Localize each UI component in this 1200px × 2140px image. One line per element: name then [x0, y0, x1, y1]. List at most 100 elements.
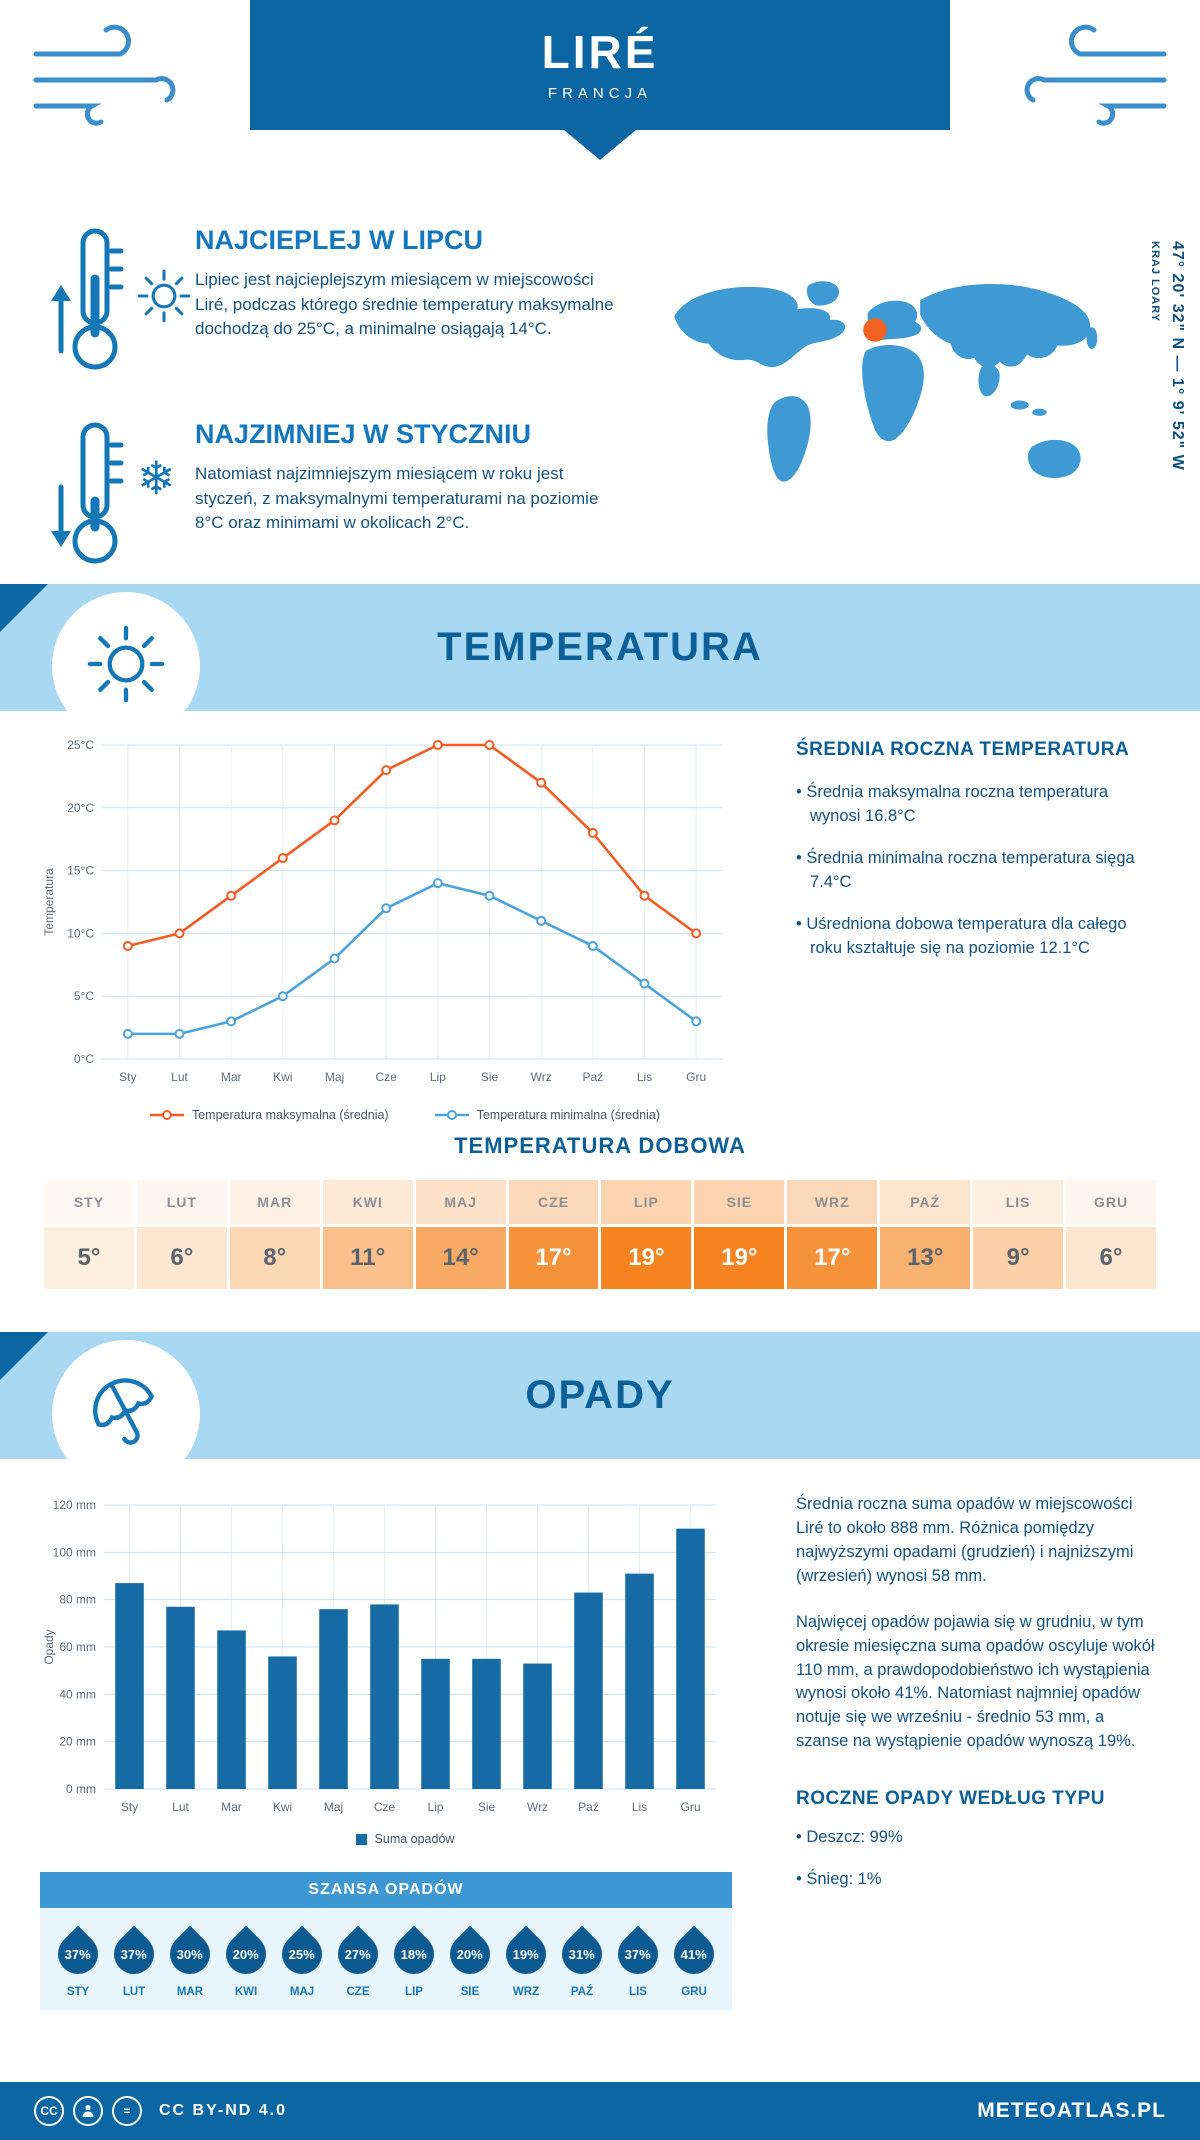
precip-chance-drops: 37% STY 37% LUT 30% MAR 20% KWI 25% MAJ 27% CZE 18% L… — [40, 1908, 732, 2010]
temperature-chart-legend: Temperatura maksymalna (średnia) Temperat… — [40, 1108, 770, 1122]
svg-text:Lip: Lip — [427, 1800, 443, 1814]
daily-temp-value-cell: 13° — [880, 1227, 971, 1289]
temperature-summary: ŚREDNIA ROCZNA TEMPERATURA Średnia maksy… — [770, 731, 1160, 1111]
temperature-summary-title: ŚREDNIA ROCZNA TEMPERATURA — [796, 739, 1130, 760]
snowflake-icon: ❄ — [137, 452, 176, 504]
precip-chance-month-label: KWI — [234, 1986, 258, 1998]
world-map — [674, 281, 1098, 482]
precip-chance-item: 37% LIS — [609, 1925, 667, 1998]
precip-chance-item: 27% CZE — [329, 1925, 387, 1998]
water-drop-icon: 41% — [665, 1925, 723, 1983]
page-subtitle: FRANCJA — [547, 84, 653, 102]
warmest-month-heading: NAJCIEPLEJ W LIPCU — [195, 225, 484, 255]
precip-type-bullet: Śnieg: 1% — [796, 1868, 1160, 1892]
water-drop-icon: 18% — [385, 1925, 443, 1983]
svg-text:60 mm: 60 mm — [59, 1640, 96, 1654]
temperature-bullet: Uśredniona dobowa temperatura dla całego… — [796, 913, 1160, 961]
svg-text:Cze: Cze — [374, 1800, 396, 1814]
daily-temp-month-header: GRU — [1066, 1180, 1156, 1224]
svg-text:Lip: Lip — [430, 1070, 446, 1084]
precip-chance-title: SZANSA OPADÓW — [40, 1872, 732, 1908]
water-drop-icon: 20% — [441, 1925, 499, 1983]
svg-text:Gru: Gru — [680, 1800, 700, 1814]
precip-chance-item: 20% KWI — [217, 1925, 275, 1998]
daily-temp-value-cell: 8° — [229, 1227, 320, 1289]
license-group: CC = CC BY-ND 4.0 — [34, 2096, 287, 2126]
svg-text:Gru: Gru — [686, 1070, 706, 1084]
precipitation-bar-chart: 0 mm 20 mm 40 mm 60 mm 80 mm 100 mm 120 mm Sty L… — [42, 1498, 716, 1814]
svg-text:Lis: Lis — [637, 1070, 652, 1084]
temperature-line-chart: 0°C 5°C 10°C 15°C 20°C 25°C Sty Lut Mar Kwi Maj Cze… — [42, 738, 722, 1084]
water-drop-icon: 30% — [161, 1925, 219, 1983]
svg-text:Sie: Sie — [478, 1800, 496, 1814]
temperature-chart-column: 0°C 5°C 10°C 15°C 20°C 25°C Sty Lut Mar Kwi Maj Cze… — [40, 731, 770, 1122]
svg-text:100 mm: 100 mm — [53, 1545, 96, 1559]
svg-text:15°C: 15°C — [67, 864, 94, 878]
water-drop-icon: 37% — [105, 1925, 163, 1983]
svg-text:Kwi: Kwi — [273, 1070, 292, 1084]
precip-chance-item: 30% MAR — [161, 1925, 219, 1998]
precipitation-chart-legend: Suma opadów — [40, 1832, 770, 1846]
svg-text:20 mm: 20 mm — [59, 1735, 96, 1749]
thermometer-down-icon — [45, 417, 131, 582]
coordinates-text: 47° 20' 32" N — 1° 9' 52" W — [1169, 241, 1186, 471]
svg-text:Wrz: Wrz — [527, 1800, 548, 1814]
temperature-bullet: Średnia maksymalna roczna temperatura wy… — [796, 781, 1160, 829]
intro-text-column: NAJCIEPLEJ W LIPCU Lipiec jest najcieple… — [45, 223, 645, 584]
daily-temp-month-header: MAR — [229, 1180, 320, 1224]
svg-text:Mar: Mar — [221, 1070, 242, 1084]
daily-temp-month-header: LIS — [973, 1180, 1064, 1224]
precipitation-band: OPADY — [0, 1332, 1200, 1488]
svg-text:0 mm: 0 mm — [66, 1782, 96, 1796]
daily-temp-value-cell: 14° — [415, 1227, 506, 1289]
precip-chance-month-label: GRU — [681, 1986, 707, 1998]
daily-temperature-table-wrap: STY LUT MAR KWI MAJ CZE LIP SIE WRZ PAŹ LIS GRU 5° 6°… — [0, 1180, 1200, 1332]
daily-temperature-title: TEMPERATURA DOBOWA — [454, 1132, 746, 1158]
svg-text:40 mm: 40 mm — [59, 1687, 96, 1701]
svg-text:Maj: Maj — [325, 1070, 344, 1084]
region-text: KRAJ LOARY — [1149, 241, 1161, 323]
precip-chance-item: 37% STY — [49, 1925, 107, 1998]
warmest-month-block: NAJCIEPLEJ W LIPCU Lipiec jest najcieple… — [45, 223, 645, 391]
sun-icon — [133, 265, 195, 332]
precip-chance-month-label: MAJ — [289, 1986, 315, 1998]
wind-swirl-icon — [28, 22, 188, 132]
water-drop-icon: 31% — [553, 1925, 611, 1983]
page-footer: CC = CC BY-ND 4.0 METEOATLAS.PL — [0, 2082, 1200, 2140]
umbrella-icon — [82, 1368, 170, 1461]
daily-temp-month-header: LIP — [601, 1180, 692, 1224]
svg-text:10°C: 10°C — [67, 926, 94, 940]
daily-temp-value-cell: 17° — [787, 1227, 878, 1289]
daily-temp-month-header: KWI — [322, 1180, 413, 1224]
page-title: LIRÉ — [541, 25, 659, 78]
location-marker — [863, 318, 887, 342]
precip-chance-month-label: WRZ — [512, 1986, 540, 1998]
precipitation-section: 0 mm 20 mm 40 mm 60 mm 80 mm 100 mm 120 mm Sty L… — [0, 1459, 1200, 2082]
precipitation-paragraph: Najwięcej opadów pojawia się w grudniu, … — [796, 1612, 1155, 1751]
banner-point — [564, 130, 636, 160]
precip-chance-month-label: SIE — [460, 1986, 480, 1998]
svg-text:5°C: 5°C — [74, 989, 94, 1003]
coldest-month-text: Natomiast najzimniejszym miesiącem w rok… — [195, 464, 599, 533]
chart-legend-item: Temperatura minimalna (średnia) — [434, 1108, 660, 1122]
cold-icons: ❄ — [45, 417, 195, 585]
daily-temp-value-cell: 11° — [322, 1227, 413, 1289]
precip-chance-month-label: STY — [66, 1986, 90, 1998]
daily-temp-value-cell: 19° — [694, 1227, 785, 1289]
svg-text:Cze: Cze — [375, 1070, 397, 1084]
precip-chance-block: SZANSA OPADÓW 37% STY 37% LUT 30% MAR 20% KWI 25… — [40, 1872, 732, 2010]
svg-text:25°C: 25°C — [67, 738, 94, 752]
temperature-band-icon-circle — [52, 592, 200, 740]
wind-swirl-icon — [1012, 22, 1172, 132]
svg-text:Lis: Lis — [632, 1800, 647, 1814]
warm-icons — [45, 223, 195, 391]
page-header: LIRÉ FRANCJA — [0, 0, 1200, 205]
precip-chance-month-label: PAŹ — [570, 1986, 594, 1998]
cc-icon: CC — [34, 2096, 64, 2126]
svg-text:Lut: Lut — [171, 1070, 188, 1084]
svg-text:80 mm: 80 mm — [59, 1593, 96, 1607]
svg-text:120 mm: 120 mm — [53, 1498, 96, 1512]
daily-temp-value-cell: 6° — [136, 1227, 227, 1289]
legend-square-icon — [355, 1833, 367, 1845]
svg-text:Mar: Mar — [221, 1800, 242, 1814]
